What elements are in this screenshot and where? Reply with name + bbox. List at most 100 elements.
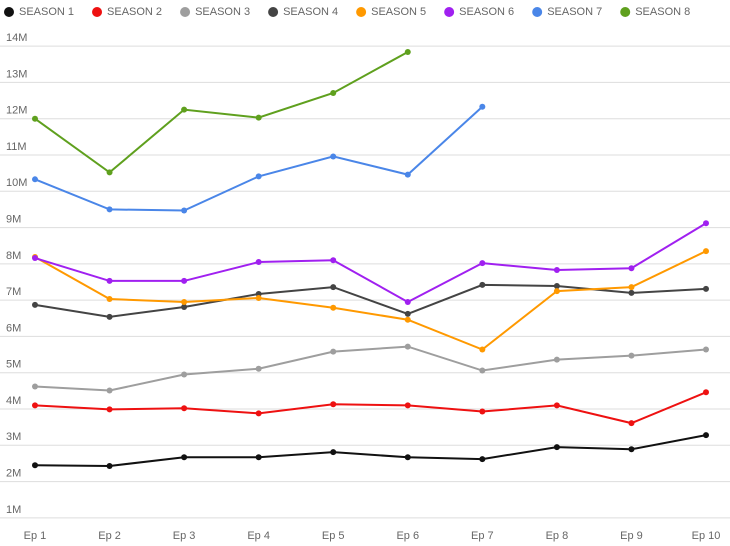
y-tick-label: 9M bbox=[6, 213, 21, 225]
data-point bbox=[330, 257, 337, 264]
y-tick-label: 10M bbox=[6, 177, 27, 189]
data-point bbox=[106, 462, 113, 469]
data-point bbox=[181, 277, 188, 284]
data-point bbox=[479, 408, 486, 415]
legend-marker bbox=[532, 7, 543, 17]
y-tick-label: 4M bbox=[6, 395, 21, 407]
series-line bbox=[34, 106, 484, 212]
data-point bbox=[553, 402, 560, 409]
legend-marker bbox=[92, 7, 103, 17]
x-tick-label: Ep 2 bbox=[98, 530, 121, 542]
data-point bbox=[255, 410, 262, 417]
data-point bbox=[553, 288, 560, 295]
data-point bbox=[703, 220, 709, 227]
data-point bbox=[106, 387, 113, 394]
data-point bbox=[330, 89, 337, 96]
x-tick-label: Ep 5 bbox=[322, 530, 345, 542]
data-point bbox=[628, 446, 635, 453]
data-point bbox=[479, 346, 486, 353]
legend-label: SEASON 6 bbox=[459, 6, 514, 18]
data-point bbox=[404, 343, 411, 350]
series-line bbox=[34, 51, 409, 174]
data-point bbox=[703, 432, 709, 439]
data-point bbox=[330, 304, 337, 311]
data-point bbox=[628, 265, 635, 272]
legend-marker bbox=[4, 7, 14, 17]
data-point bbox=[553, 282, 560, 289]
y-tick-label: 7M bbox=[6, 286, 21, 298]
data-point bbox=[106, 277, 113, 284]
x-tick-label: Ep 4 bbox=[247, 530, 270, 542]
data-point bbox=[330, 284, 337, 291]
legend-label: SEASON 2 bbox=[107, 6, 162, 18]
data-point bbox=[255, 259, 262, 266]
legend-marker bbox=[180, 7, 191, 17]
data-point bbox=[404, 171, 411, 178]
data-point bbox=[181, 106, 188, 113]
data-point bbox=[553, 356, 560, 363]
data-point bbox=[181, 405, 188, 412]
data-point bbox=[330, 401, 337, 408]
data-point bbox=[479, 281, 486, 288]
data-point bbox=[628, 284, 635, 291]
series-line bbox=[34, 434, 707, 467]
legend-label: SEASON 5 bbox=[371, 6, 426, 18]
data-point bbox=[32, 383, 38, 390]
data-point bbox=[330, 348, 337, 355]
y-tick-label: 2M bbox=[6, 467, 21, 479]
data-point bbox=[181, 371, 188, 378]
data-point bbox=[330, 153, 337, 160]
data-point bbox=[479, 260, 486, 267]
x-tick-label: Ep 10 bbox=[692, 530, 721, 542]
series-line bbox=[34, 391, 707, 425]
data-point bbox=[32, 462, 38, 469]
series-line bbox=[34, 345, 707, 392]
data-point bbox=[404, 316, 411, 323]
data-point bbox=[106, 206, 113, 213]
legend-marker bbox=[356, 7, 367, 17]
data-point bbox=[181, 304, 188, 311]
data-point bbox=[553, 267, 560, 274]
data-point bbox=[628, 352, 635, 359]
x-tick-label: Ep 1 bbox=[24, 530, 47, 542]
data-point bbox=[255, 294, 262, 301]
data-point bbox=[181, 454, 188, 461]
data-point bbox=[32, 301, 38, 308]
data-point bbox=[32, 255, 38, 262]
legend-label: SEASON 7 bbox=[547, 6, 602, 18]
data-point bbox=[703, 389, 709, 396]
y-tick-label: 8M bbox=[6, 250, 21, 262]
legend-label: SEASON 3 bbox=[195, 6, 250, 18]
data-point bbox=[628, 420, 635, 427]
y-tick-label: 12M bbox=[6, 105, 27, 117]
y-tick-label: 5M bbox=[6, 359, 21, 371]
x-tick-label: Ep 6 bbox=[396, 530, 419, 542]
data-point bbox=[181, 207, 188, 214]
y-tick-label: 1M bbox=[6, 504, 21, 516]
data-point bbox=[628, 289, 635, 296]
legend-marker bbox=[444, 7, 455, 17]
data-point bbox=[32, 402, 38, 409]
data-point bbox=[404, 454, 411, 461]
data-point bbox=[330, 449, 337, 456]
data-point bbox=[32, 115, 38, 122]
data-point bbox=[703, 285, 709, 292]
data-point bbox=[106, 313, 113, 320]
y-tick-label: 11M bbox=[6, 141, 27, 153]
data-point bbox=[255, 365, 262, 372]
data-point bbox=[106, 406, 113, 413]
data-point bbox=[703, 346, 709, 353]
data-point bbox=[181, 298, 188, 305]
data-point bbox=[106, 296, 113, 303]
data-point bbox=[255, 173, 262, 180]
legend-label: SEASON 1 bbox=[19, 6, 74, 18]
legend-label: SEASON 8 bbox=[635, 6, 690, 18]
y-tick-label: 13M bbox=[6, 68, 27, 80]
legend-label: SEASON 4 bbox=[283, 6, 338, 18]
legend-marker bbox=[620, 7, 631, 17]
data-point bbox=[32, 176, 38, 183]
x-tick-label: Ep 7 bbox=[471, 530, 494, 542]
data-point bbox=[479, 103, 486, 110]
data-point bbox=[404, 48, 411, 55]
